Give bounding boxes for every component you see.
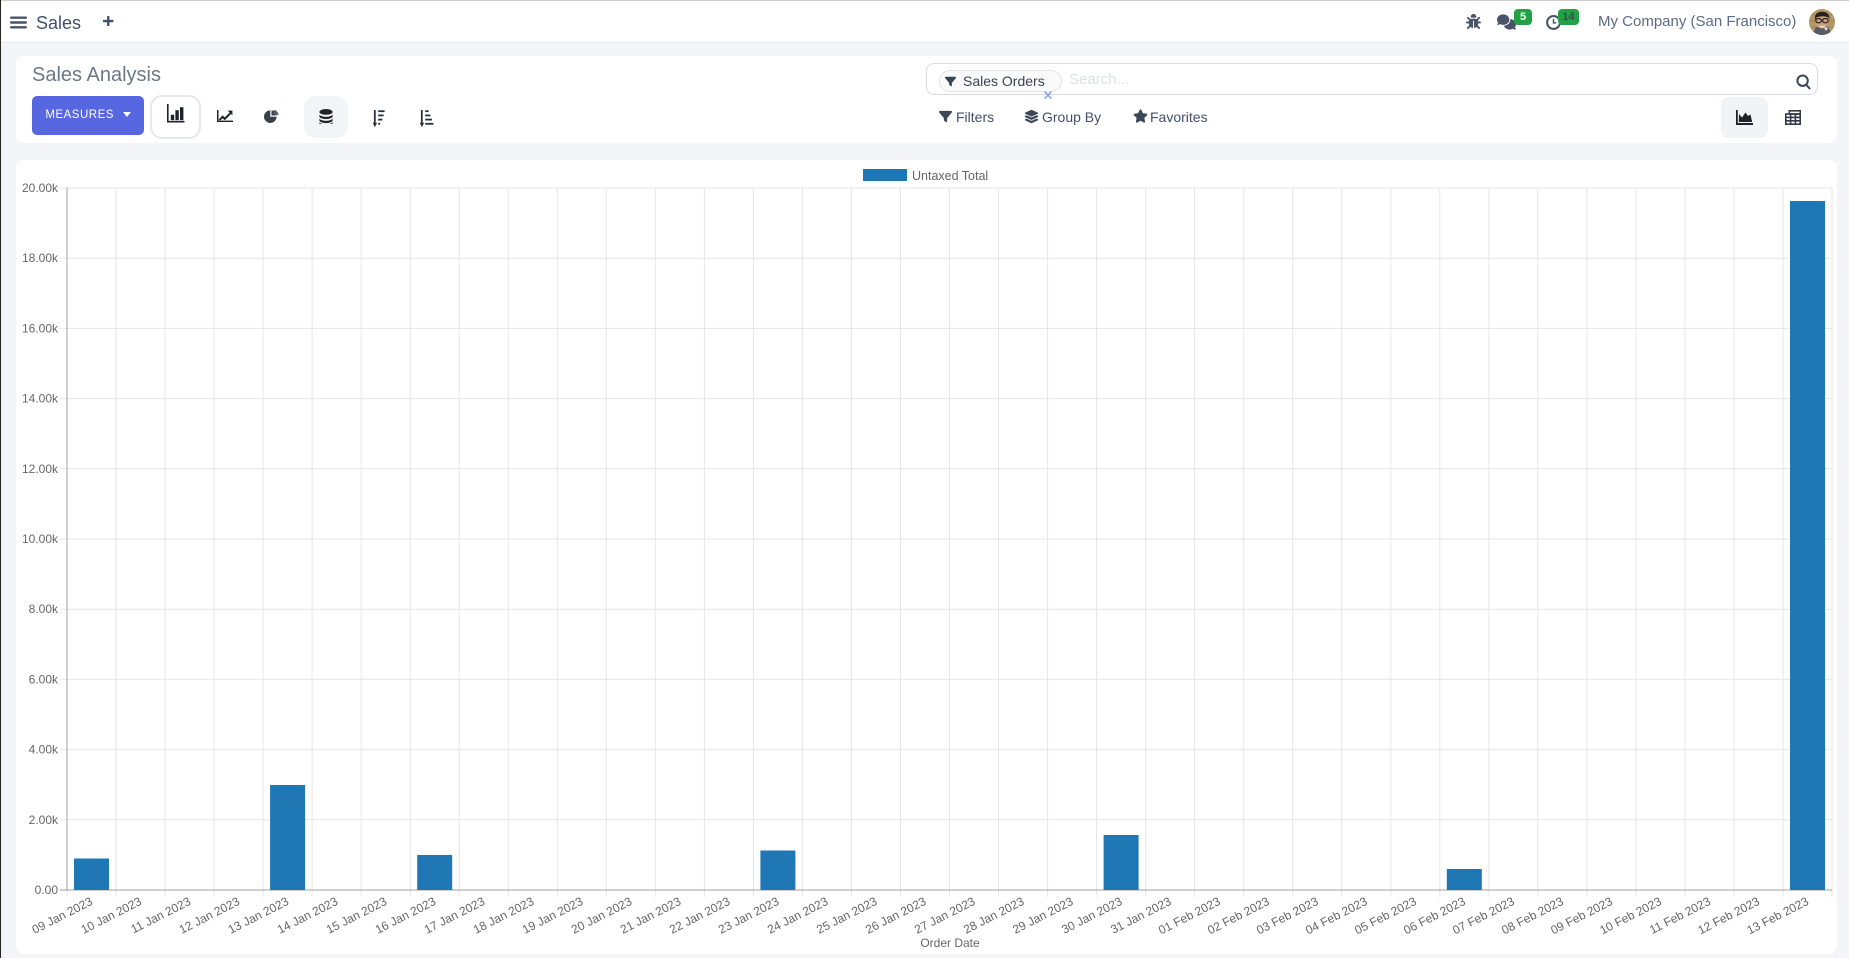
svg-text:10.00k: 10.00k <box>22 532 59 546</box>
svg-text:14.00k: 14.00k <box>22 392 59 406</box>
svg-text:18.00k: 18.00k <box>22 251 59 265</box>
svg-text:16.00k: 16.00k <box>22 321 59 335</box>
svg-text:6.00k: 6.00k <box>29 672 59 686</box>
svg-text:0.00: 0.00 <box>35 883 59 897</box>
svg-text:4.00k: 4.00k <box>29 743 59 757</box>
svg-text:Untaxed Total: Untaxed Total <box>912 169 988 183</box>
svg-text:8.00k: 8.00k <box>29 602 59 616</box>
svg-text:20.00k: 20.00k <box>22 181 59 195</box>
svg-text:12.00k: 12.00k <box>22 462 59 476</box>
svg-text:2.00k: 2.00k <box>29 813 59 827</box>
svg-text:Order Date: Order Date <box>920 936 980 950</box>
